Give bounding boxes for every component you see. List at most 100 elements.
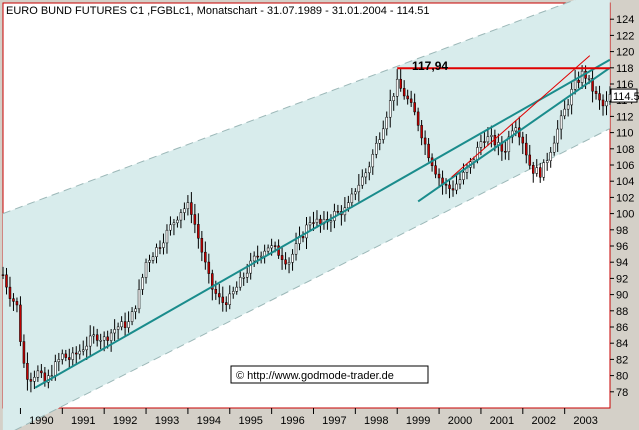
candle-body	[102, 336, 106, 341]
candle-body	[242, 277, 245, 279]
candle-body	[123, 321, 127, 328]
candle-body	[347, 202, 350, 209]
y-tick-label: 92	[616, 273, 628, 285]
y-tick-label: 94	[616, 257, 628, 269]
candle-body	[354, 191, 357, 195]
x-tick-label: 2000	[448, 415, 472, 427]
candle-body	[409, 98, 413, 103]
candle-body	[483, 141, 486, 143]
candle-body	[528, 154, 532, 166]
candle-body	[329, 220, 333, 223]
candle-body	[252, 255, 256, 262]
candle-body	[507, 136, 511, 153]
candle-body	[423, 137, 427, 145]
candle-body	[479, 141, 483, 148]
y-tick-label: 88	[616, 306, 628, 318]
candle-body	[486, 136, 490, 143]
candle-body	[378, 139, 382, 144]
x-axis: 1990 1991 1992 1993 1994 1995 1996 1997 1998 1999…	[19, 408, 598, 427]
candle-body	[33, 377, 36, 382]
y-tick-label: 106	[616, 160, 634, 172]
y-tick-label: 96	[616, 241, 628, 253]
candle-body	[591, 77, 594, 92]
candle-body	[287, 262, 291, 265]
candle-body	[85, 345, 88, 351]
candle-body	[535, 167, 538, 174]
candle-body	[336, 210, 340, 213]
candle-body	[552, 142, 556, 153]
candle-body	[570, 89, 573, 106]
candle-body	[395, 78, 399, 97]
candle-body	[113, 329, 116, 334]
channel-band-top-edge	[2, 0, 576, 215]
candle-body	[144, 262, 148, 278]
y-tick-label: 82	[616, 354, 628, 366]
candle-body	[490, 135, 493, 137]
red-trend-line	[451, 55, 591, 178]
channel-upper-line	[417, 66, 611, 203]
candle-body	[15, 301, 19, 306]
channel-band	[2, 0, 611, 430]
x-tick-label: 1992	[113, 415, 137, 427]
candle-body	[127, 321, 130, 328]
x-tick-label: 1997	[322, 415, 346, 427]
x-tick-label: 2003	[573, 415, 597, 427]
channel-band-bottom-edge	[14, 128, 611, 430]
candle-body	[598, 93, 601, 101]
y-tick-label: 110	[616, 128, 634, 140]
candle-body	[29, 379, 33, 382]
watermark: © http://www.godmode-trader.de	[230, 365, 429, 384]
candle-body	[22, 341, 26, 364]
candle-body	[601, 99, 605, 107]
y-tick-label: 108	[616, 144, 634, 156]
candle-body	[172, 222, 176, 226]
candle-body	[563, 108, 566, 117]
candle-body	[566, 104, 570, 110]
candle-body	[109, 332, 113, 341]
candle-body	[277, 245, 280, 256]
y-tick-label: 104	[616, 176, 634, 188]
candle-body	[204, 251, 207, 263]
y-tick-label: 78	[616, 387, 628, 399]
candle-body	[81, 349, 85, 352]
candle-body	[50, 375, 54, 377]
last-price-box	[610, 88, 638, 103]
candle-body	[5, 274, 8, 288]
candle-body	[270, 245, 273, 249]
candle-body	[368, 166, 371, 174]
candle-body	[165, 229, 169, 244]
candle-body	[315, 218, 319, 223]
y-tick-label: 90	[616, 290, 628, 302]
candle-body	[256, 255, 259, 258]
y-tick-label: 116	[616, 79, 634, 91]
candle-body	[207, 261, 211, 274]
candle-body	[273, 245, 277, 247]
candle-body	[462, 172, 465, 180]
candle-body	[179, 212, 183, 221]
candle-body	[238, 277, 242, 288]
candle-body	[8, 286, 12, 299]
candle-body	[245, 272, 249, 278]
y-tick-label: 122	[616, 30, 634, 42]
watermark-text: © http://www.godmode-trader.de	[236, 370, 394, 382]
candle-body	[249, 260, 252, 274]
candle-body	[532, 165, 535, 174]
candle-body	[169, 224, 172, 231]
candle-body	[134, 308, 137, 312]
candle-body	[427, 143, 430, 159]
candle-body	[312, 222, 315, 224]
candle-body	[221, 296, 225, 303]
y-tick-label: 118	[616, 63, 634, 75]
candle-body	[36, 370, 40, 378]
candle-body	[294, 243, 298, 255]
x-tick-label: 1993	[155, 415, 179, 427]
candle-body	[577, 80, 580, 83]
x-tick-label: 1998	[364, 415, 388, 427]
x-tick-label: 1991	[71, 415, 95, 427]
candle-body	[99, 339, 102, 342]
y-tick-label: 124	[616, 14, 634, 26]
candle-body	[291, 253, 294, 263]
candle-body	[75, 352, 78, 355]
candle-body	[375, 142, 378, 155]
